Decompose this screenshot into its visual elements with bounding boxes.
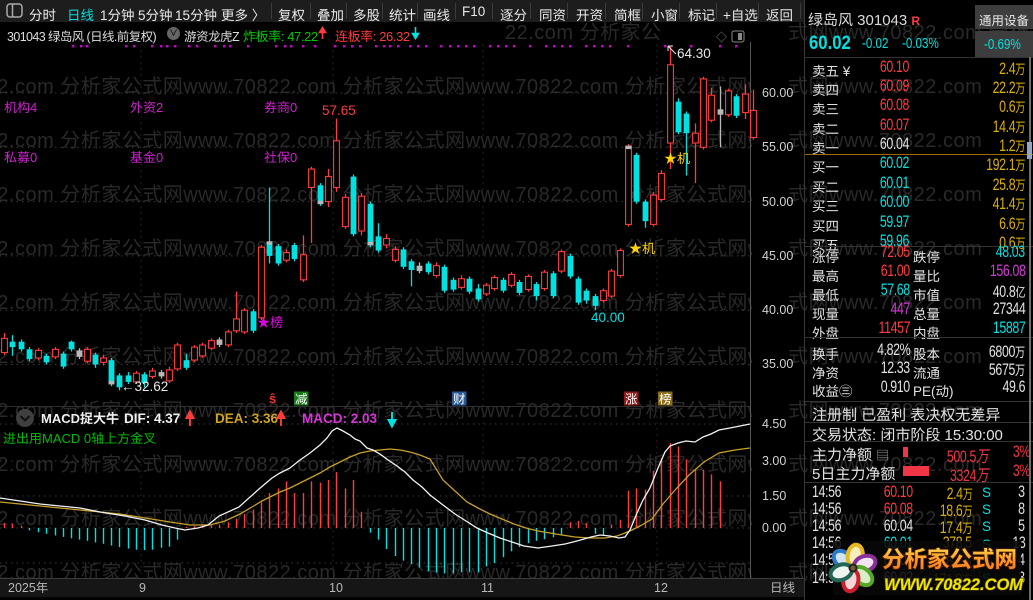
svg-text:10: 10 — [329, 581, 343, 595]
svg-text:DEA: 3.36: DEA: 3.36 — [215, 411, 279, 426]
svg-text:40.00: 40.00 — [591, 310, 625, 325]
svg-text:WWW.70822.COM: WWW.70822.COM — [884, 576, 1024, 594]
svg-text:MACD: 2.03: MACD: 2.03 — [302, 411, 378, 426]
svg-text:1.50: 1.50 — [762, 489, 786, 503]
svg-text:社保0: 社保0 — [264, 150, 297, 165]
svg-text:机构4: 机构4 — [4, 100, 37, 115]
svg-text:57.65: 57.65 — [322, 103, 356, 118]
svg-text:★机: ★机 — [629, 241, 655, 256]
svg-text:50.00: 50.00 — [762, 195, 793, 209]
svg-text:◇: ◇ — [716, 31, 727, 44]
svg-text:★榜: ★榜 — [257, 315, 283, 330]
svg-text:涨: 涨 — [625, 393, 638, 407]
svg-text:进出用MACD 0轴上方金叉: 进出用MACD 0轴上方金叉 — [3, 431, 156, 446]
svg-text:40.00: 40.00 — [762, 303, 793, 317]
svg-text:★机: ★机 — [664, 151, 690, 166]
svg-text:9: 9 — [139, 581, 146, 595]
svg-text:私募0: 私募0 — [4, 150, 37, 165]
svg-text:ŝ: ŝ — [269, 391, 276, 406]
svg-text:4.50: 4.50 — [762, 417, 786, 431]
svg-text:0.00: 0.00 — [762, 521, 786, 535]
svg-text:2025年: 2025年 — [8, 581, 48, 595]
svg-text:MACD捉大牛: MACD捉大牛 — [41, 411, 119, 426]
svg-text:减: 减 — [295, 393, 308, 407]
svg-text:外资2: 外资2 — [130, 100, 163, 115]
svg-text:45.00: 45.00 — [762, 249, 793, 263]
svg-text:日线: 日线 — [770, 581, 796, 595]
svg-text:券商0: 券商0 — [264, 100, 297, 115]
svg-text:财: 财 — [453, 393, 466, 407]
svg-text:64.30: 64.30 — [677, 46, 711, 61]
svg-text:60.00: 60.00 — [762, 86, 793, 100]
svg-text:11: 11 — [481, 581, 494, 595]
svg-text:←32.62: ←32.62 — [121, 379, 168, 394]
svg-text:榜: 榜 — [659, 393, 672, 407]
svg-text:基金0: 基金0 — [130, 150, 163, 165]
svg-text:分析家公式网: 分析家公式网 — [882, 547, 1017, 572]
svg-text:12: 12 — [654, 581, 668, 595]
svg-text:DIF: 4.37: DIF: 4.37 — [124, 411, 180, 426]
svg-text:35.00: 35.00 — [762, 357, 793, 371]
svg-text:3.00: 3.00 — [762, 454, 786, 468]
svg-text:55.00: 55.00 — [762, 140, 793, 154]
